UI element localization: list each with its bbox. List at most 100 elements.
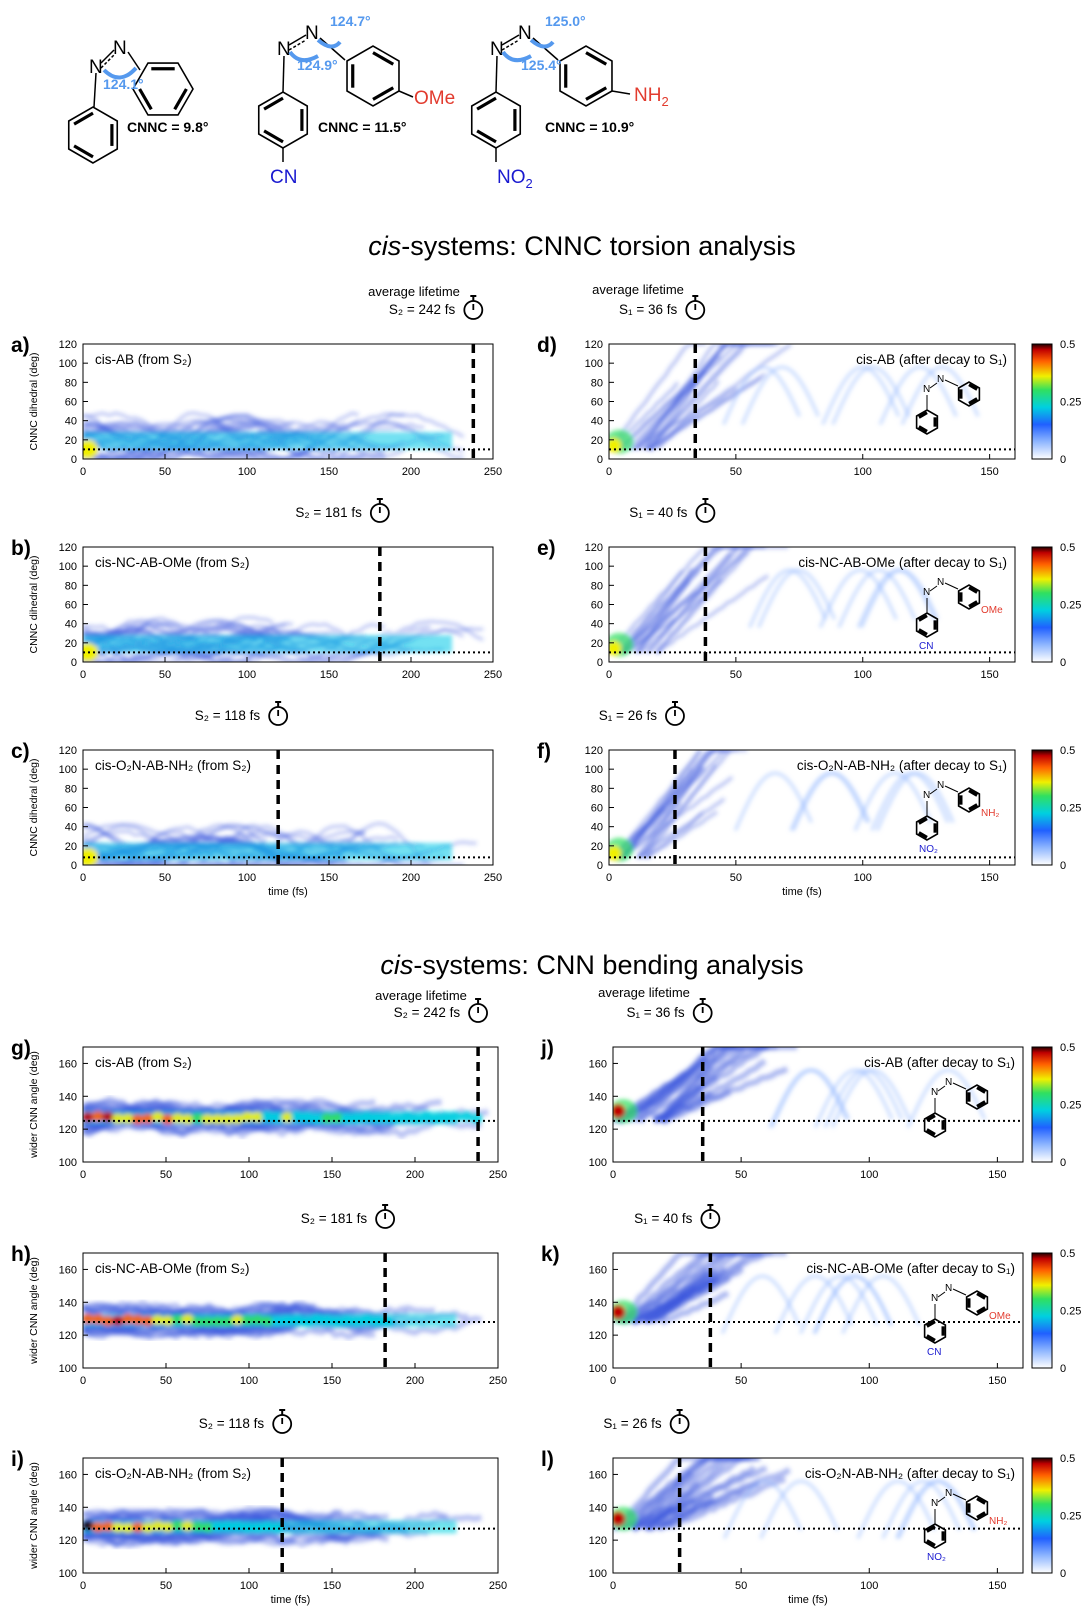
panel-label: cis-NC-AB-OMe (after decay to S₁)	[798, 555, 1007, 570]
x-tick-label: 150	[980, 466, 998, 478]
y-tick-label: 80	[591, 580, 603, 592]
x-tick-label: 0	[80, 872, 86, 884]
panel-h: 0 50 100 150 200 250 100 120 140 160 h)wider CNN a…	[11, 1204, 507, 1387]
panel-letter: a)	[11, 334, 30, 357]
x-tick-label: 0	[606, 466, 612, 478]
panel-label: cis-O₂N-AB-NH₂ (from S₂)	[95, 758, 251, 773]
panel-letter: c)	[11, 740, 30, 763]
svg-text:N: N	[113, 38, 127, 59]
x-tick-label: 100	[238, 466, 256, 478]
panel-c: 0 50 100 150 200 250 0 20 40 60 80 100 120 c)CNNC dih…	[11, 701, 502, 898]
y-tick-label: 20	[65, 638, 77, 650]
x-tick-label: 150	[320, 669, 338, 681]
phenyl-ring-icon	[346, 45, 400, 107]
panel-l: 0 50 100 150 100 120 140 160 l) cis-O₂N-AB-NH₂ (a…	[541, 1409, 1081, 1606]
lifetime-value: S₁ = 36 fs	[619, 302, 677, 317]
colorbar-tick: 0.5	[1060, 1042, 1075, 1054]
y-tick-label: 0	[71, 657, 77, 669]
x-axis-label: time (fs)	[268, 886, 308, 898]
heatmap-density	[83, 1299, 482, 1341]
y-tick-label: 120	[585, 745, 603, 757]
lifetime-value: S₂ = 118 fs	[195, 708, 261, 723]
colorbar: 0.5 0.25 0	[1031, 745, 1081, 872]
panel-letter: d)	[537, 334, 557, 357]
mini-structure: NN NH₂ NO₂	[923, 1488, 1007, 1563]
structure-o2n-ab-nh2: NN 125.0° 125.4° NH2 NO2 CNNC = 10.9°	[470, 13, 669, 191]
panel-b: 0 50 100 150 200 250 0 20 40 60 80 100 120 b)CNNC dih…	[11, 498, 502, 681]
plot-frame	[612, 1457, 1024, 1574]
x-tick-label: 150	[323, 1580, 341, 1592]
y-tick-label: 100	[59, 358, 77, 370]
svg-text:CNNC = 11.5°: CNNC = 11.5°	[318, 119, 406, 135]
panel-label: cis-O₂N-AB-NH₂ (after decay to S₁)	[805, 1466, 1015, 1481]
y-tick-label: 80	[591, 783, 603, 795]
colorbar-tick: 0	[1060, 1363, 1066, 1375]
stopwatch-icon	[369, 498, 390, 523]
x-tick-label: 150	[980, 669, 998, 681]
panel-a: 0 50 100 150 200 250 0 20 40 60 80 100 120 a)CNNC dih…	[11, 295, 502, 478]
x-axis-label: time (fs)	[271, 1594, 311, 1606]
y-tick-label: 80	[65, 580, 77, 592]
plot-frame	[82, 1252, 499, 1369]
x-tick-label: 100	[240, 1169, 258, 1181]
x-tick-label: 150	[320, 872, 338, 884]
y-tick-label: 40	[591, 416, 603, 428]
colorbar-tick: 0.5	[1060, 1453, 1075, 1465]
mini-structure: NN	[915, 374, 981, 435]
svg-text:CN: CN	[919, 641, 933, 652]
colorbar-tick: 0.5	[1060, 1248, 1075, 1260]
y-tick-label: 100	[59, 1363, 77, 1375]
y-tick-label: 120	[585, 542, 603, 554]
y-tick-label: 0	[597, 454, 603, 466]
svg-text:N: N	[937, 780, 944, 791]
x-tick-label: 0	[80, 1169, 86, 1181]
svg-text:N: N	[305, 23, 319, 44]
x-tick-label: 150	[323, 1375, 341, 1387]
x-tick-label: 50	[735, 1580, 747, 1592]
x-axis-label: time (fs)	[788, 1594, 828, 1606]
x-tick-label: 100	[238, 669, 256, 681]
x-tick-label: 100	[854, 669, 872, 681]
y-tick-label: 100	[585, 764, 603, 776]
y-tick-label: 20	[591, 435, 603, 447]
panel-letter: b)	[11, 537, 31, 560]
y-tick-label: 100	[59, 1157, 77, 1169]
stopwatch-icon	[268, 701, 289, 726]
svg-text:125.0°: 125.0°	[545, 13, 586, 29]
mini-structure: NN	[923, 1077, 989, 1138]
y-tick-label: 140	[589, 1297, 607, 1309]
y-tick-label: 40	[591, 822, 603, 834]
colorbar: 0.5 0.25 0	[1031, 542, 1081, 669]
x-tick-label: 50	[160, 1375, 172, 1387]
colorbar-tick: 0.25	[1060, 600, 1081, 612]
heatmap-density	[609, 547, 940, 657]
x-tick-label: 150	[988, 1169, 1006, 1181]
panel-letter: i)	[11, 1448, 24, 1471]
svg-text:N: N	[490, 39, 504, 60]
svg-text:N: N	[945, 1283, 952, 1294]
panel-letter: j)	[540, 1037, 554, 1060]
x-tick-label: 100	[238, 872, 256, 884]
x-tick-label: 100	[860, 1375, 878, 1387]
x-tick-label: 100	[240, 1375, 258, 1387]
heatmap-density	[613, 1253, 921, 1335]
svg-text:N: N	[937, 374, 944, 385]
mini-structure: NN NH₂ NO₂	[915, 780, 999, 855]
svg-text:NH₂: NH₂	[989, 1516, 1007, 1527]
y-tick-label: 100	[59, 764, 77, 776]
x-tick-label: 50	[160, 1169, 172, 1181]
phenyl-ring-icon	[67, 106, 119, 164]
panel-label: cis-AB (after decay to S₁)	[864, 1055, 1015, 1070]
y-tick-label: 20	[591, 841, 603, 853]
y-tick-label: 100	[59, 1568, 77, 1580]
x-tick-label: 50	[159, 872, 171, 884]
y-axis-label: wider CNN angle (deg)	[28, 1462, 40, 1570]
stopwatch-icon	[685, 295, 706, 320]
svg-text:N: N	[923, 384, 930, 395]
y-tick-label: 100	[59, 561, 77, 573]
y-tick-label: 120	[59, 1124, 77, 1136]
x-tick-label: 0	[610, 1580, 616, 1592]
stopwatch-icon	[700, 1204, 721, 1229]
panel-label: cis-AB (after decay to S₁)	[856, 352, 1007, 367]
heatmap-density	[83, 615, 484, 662]
